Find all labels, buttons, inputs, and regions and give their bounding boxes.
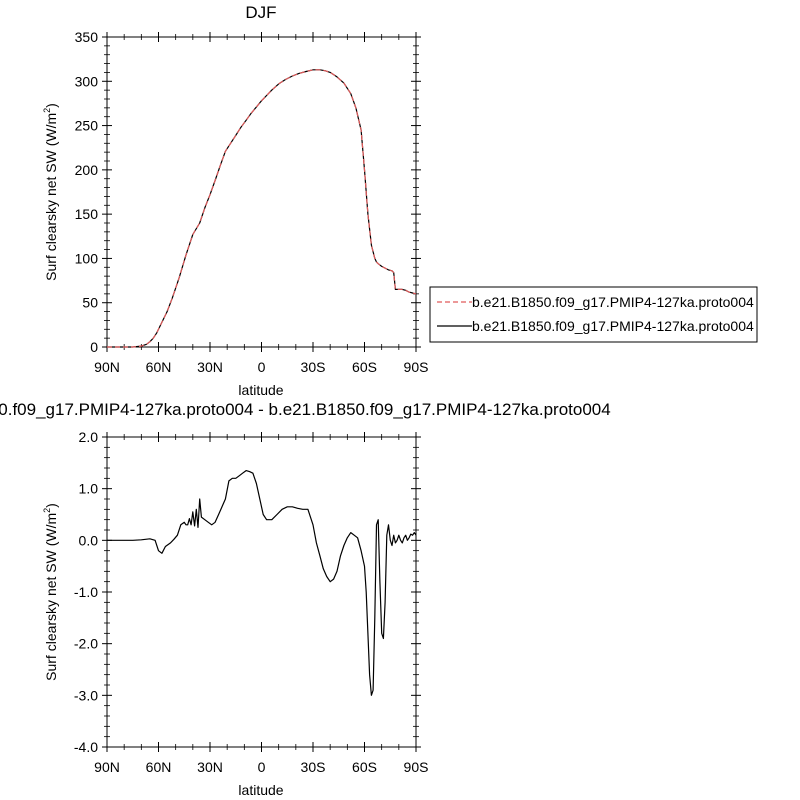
series-line-2 xyxy=(107,69,417,348)
x-tick-labels: 90N 60N 30N 0 30S 60S 90S xyxy=(94,359,428,375)
x-tick-label: 60N xyxy=(146,359,172,375)
y-axis-label: Surf clearsky net SW (W/m2) xyxy=(42,503,59,681)
series-line-1 xyxy=(107,470,417,696)
x-tick-label: 90S xyxy=(404,359,429,375)
plot-frame xyxy=(106,36,417,348)
y-tick-label: 300 xyxy=(75,73,99,89)
y-tick-labels: 0 50 100 150 200 250 300 350 xyxy=(75,29,99,355)
x-tick-label: 30N xyxy=(197,759,223,775)
x-axis-label: latitude xyxy=(238,382,283,398)
x-tick-label: 30S xyxy=(301,359,326,375)
y-tick-label: 100 xyxy=(75,250,99,266)
bottom-chart: b.e21.B1850.f09_g17.PMIP4-127ka.proto004… xyxy=(0,400,611,798)
x-tick-label: 0 xyxy=(258,359,266,375)
plot-frame xyxy=(106,436,417,748)
legend-box xyxy=(429,286,758,343)
legend-label-series-1: b.e21.B1850.f09_g17.PMIP4-127ka.proto004 xyxy=(472,294,754,310)
y-tick-label: -2.0 xyxy=(74,636,98,652)
x-tick-label: 30N xyxy=(197,359,223,375)
x-tick-label: 60S xyxy=(352,759,377,775)
series-line-1 xyxy=(107,69,417,348)
y-tick-label: -3.0 xyxy=(74,687,98,703)
x-tick-label: 60N xyxy=(146,759,172,775)
x-tick-label: 90N xyxy=(94,759,120,775)
legend: b.e21.B1850.f09_g17.PMIP4-127ka.proto004… xyxy=(429,286,758,343)
x-tick-label: 0 xyxy=(258,759,266,775)
y-tick-label: 50 xyxy=(82,295,98,311)
y-tick-label: 250 xyxy=(75,118,99,134)
y-axis-label: Surf clearsky net SW (W/m2) xyxy=(42,103,59,281)
x-axis-label: latitude xyxy=(238,782,283,798)
y-tick-label: 350 xyxy=(75,29,99,45)
series-lines xyxy=(107,69,417,348)
series-lines xyxy=(107,470,417,696)
x-tick-label: 30S xyxy=(301,759,326,775)
y-tick-label: 0 xyxy=(90,339,98,355)
x-tick-label: 90S xyxy=(404,759,429,775)
top-chart: DJF 0 50 100 150 200 250 300 350 90N 60N 30N 0 30S 6… xyxy=(42,3,428,398)
y-tick-labels: -4.0 -3.0 -2.0 -1.0 0.0 1.0 2.0 xyxy=(74,429,98,755)
y-tick-label: 1.0 xyxy=(79,481,99,497)
axis-ticks xyxy=(102,432,421,752)
y-tick-label: -1.0 xyxy=(74,584,98,600)
x-tick-label: 90N xyxy=(94,359,120,375)
chart-title: b.e21.B1850.f09_g17.PMIP4-127ka.proto004… xyxy=(0,400,611,419)
x-tick-labels: 90N 60N 30N 0 30S 60S 90S xyxy=(94,759,428,775)
axis-ticks xyxy=(102,32,421,352)
y-tick-label: 0.0 xyxy=(79,532,99,548)
y-tick-label: 200 xyxy=(75,162,99,178)
y-tick-label: -4.0 xyxy=(74,739,98,755)
legend-label-series-2: b.e21.B1850.f09_g17.PMIP4-127ka.proto004 xyxy=(472,318,754,334)
y-tick-label: 150 xyxy=(75,206,99,222)
x-tick-label: 60S xyxy=(352,359,377,375)
chart-title: DJF xyxy=(245,3,276,22)
y-tick-label: 2.0 xyxy=(79,429,99,445)
